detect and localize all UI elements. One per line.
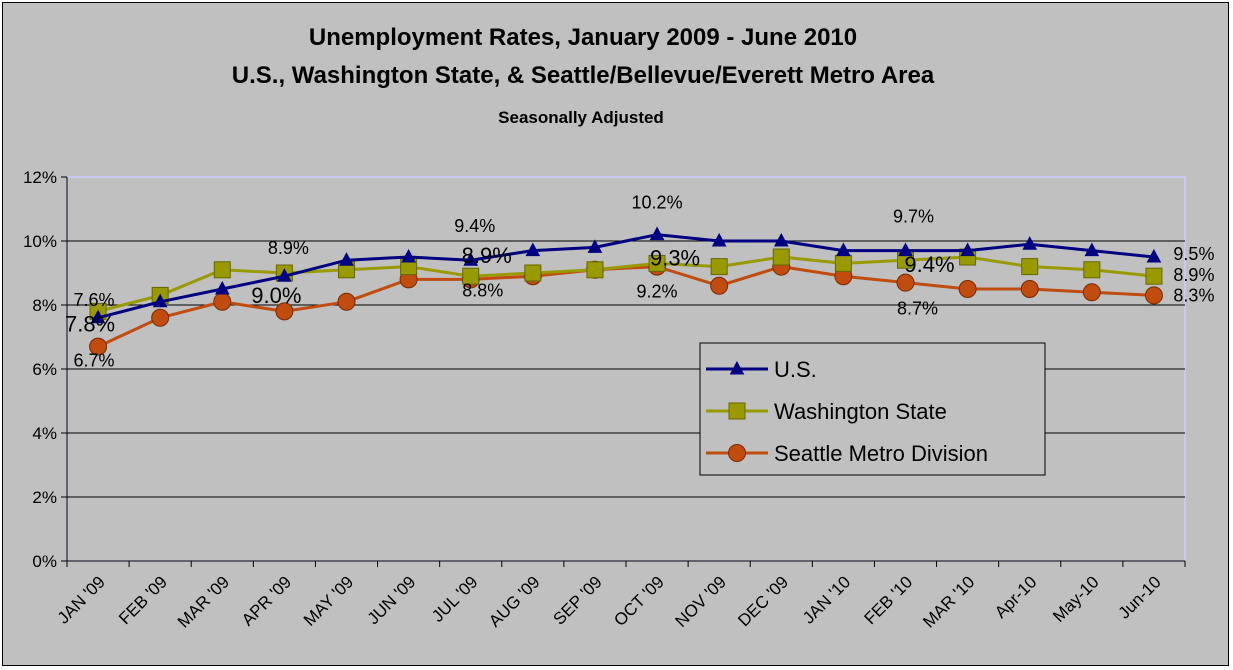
point-washington-state [1145, 267, 1163, 285]
data-label: 8.8% [462, 280, 503, 300]
point-u-s [525, 242, 541, 257]
point-washington-state [462, 267, 480, 285]
point-washington-state [524, 264, 542, 282]
data-label: 8.3% [1173, 285, 1214, 305]
point-seattle-metro-division [213, 292, 232, 311]
point-washington-state [586, 261, 604, 279]
point-seattle-metro-division [1144, 286, 1163, 305]
data-label: 7.8% [65, 311, 115, 336]
y-tick-label: 2% [32, 488, 57, 507]
legend-marker [728, 402, 746, 420]
point-u-s [1146, 248, 1162, 263]
point-u-s [1084, 242, 1100, 257]
point-washington-state [772, 248, 790, 266]
y-tick-label: 4% [32, 424, 57, 443]
legend-label: Seattle Metro Division [774, 441, 988, 466]
point-seattle-metro-division [89, 337, 108, 356]
data-label: 9.4% [904, 252, 954, 277]
point-u-s [152, 293, 168, 308]
chart-title-line2: U.S., Washington State, & Seattle/Bellev… [232, 62, 935, 89]
chart-subtitle: Seasonally Adjusted [498, 108, 664, 127]
point-u-s [898, 242, 913, 257]
line-chart: Unemployment Rates, January 2009 - June … [23, 24, 1214, 632]
legend-label: Washington State [774, 399, 947, 424]
point-washington-state [710, 258, 728, 276]
x-tick-label: JUL '09 [428, 572, 481, 625]
point-washington-state [648, 254, 666, 272]
data-label: 9.3% [650, 245, 700, 270]
x-tick-label: JAN '09 [54, 572, 109, 627]
series-line-u-s [97, 233, 1155, 320]
x-tick-label: Apr-10 [991, 572, 1041, 622]
x-tick-label: NOV '09 [672, 572, 730, 630]
point-seattle-metro-division [151, 308, 170, 327]
point-washington-state [834, 254, 852, 272]
data-label: 9.4% [454, 216, 495, 236]
point-u-s [214, 280, 230, 295]
legend: U.S. Washington State Seattle Metro Divisi… [699, 342, 1046, 476]
x-tick-label: DEC '09 [734, 572, 792, 630]
x-tick-label: MAR '10 [919, 572, 978, 631]
chart-title: Unemployment Rates, January 2009 - June … [309, 24, 857, 51]
point-seattle-metro-division [710, 276, 729, 295]
data-label: 6.7% [74, 351, 115, 371]
data-label: 8.9% [1173, 265, 1214, 285]
point-u-s [773, 232, 789, 247]
point-seattle-metro-division [1020, 280, 1039, 298]
point-u-s [1022, 236, 1038, 250]
data-label: 9.2% [637, 282, 678, 302]
point-washington-state [213, 261, 231, 279]
x-tick-label: APR '09 [238, 572, 295, 629]
x-tick-label: AUG '09 [485, 572, 543, 630]
y-tick-label: 0% [32, 552, 57, 571]
y-tick-label: 10% [23, 232, 57, 251]
data-label: 10.2% [632, 193, 683, 213]
point-washington-state [1083, 261, 1101, 279]
point-seattle-metro-division [896, 273, 915, 292]
x-tick-label: OCT '09 [610, 572, 668, 630]
x-tick-label: May-10 [1049, 572, 1103, 626]
x-tick-label: MAY '09 [300, 572, 357, 629]
point-u-s [90, 309, 106, 324]
point-u-s [401, 248, 416, 263]
x-tick-label: FEB '10 [861, 572, 917, 628]
point-seattle-metro-division [1082, 283, 1101, 302]
point-u-s [339, 252, 354, 266]
y-tick-label: 6% [32, 360, 57, 379]
data-label: 9.0% [251, 283, 301, 308]
point-u-s [836, 242, 851, 257]
x-tick-label: Jun-10 [1115, 572, 1165, 622]
point-u-s [649, 226, 665, 241]
x-tick-label: MAR '09 [174, 572, 233, 631]
point-u-s [960, 242, 975, 257]
point-u-s [711, 232, 727, 247]
point-seattle-metro-division [337, 292, 356, 311]
legend-marker [729, 360, 745, 375]
y-tick-label: 8% [32, 296, 57, 315]
data-label: 9.5% [1173, 244, 1214, 264]
x-tick-label: SEP '09 [549, 572, 605, 628]
x-tick-label: FEB '09 [115, 572, 171, 628]
point-u-s [463, 252, 479, 266]
y-tick-label: 12% [23, 168, 57, 187]
data-label: 8.7% [897, 299, 938, 319]
series-line-seattle-metro-division [97, 265, 1155, 348]
point-u-s [587, 239, 603, 253]
data-label: 8.9% [462, 243, 512, 268]
data-label: 8.9% [268, 238, 309, 258]
data-label: 7.6% [74, 290, 115, 310]
point-u-s [277, 268, 292, 282]
series-line-washington-state [97, 255, 1155, 313]
data-label: 9.7% [893, 207, 934, 227]
legend-label: U.S. [774, 357, 817, 382]
x-tick-label: JUN '09 [364, 572, 420, 628]
point-seattle-metro-division [958, 280, 977, 298]
point-washington-state [1021, 258, 1039, 276]
legend-marker [728, 444, 746, 462]
x-tick-label: JAN '10 [799, 572, 854, 627]
point-seattle-metro-division [275, 302, 294, 321]
